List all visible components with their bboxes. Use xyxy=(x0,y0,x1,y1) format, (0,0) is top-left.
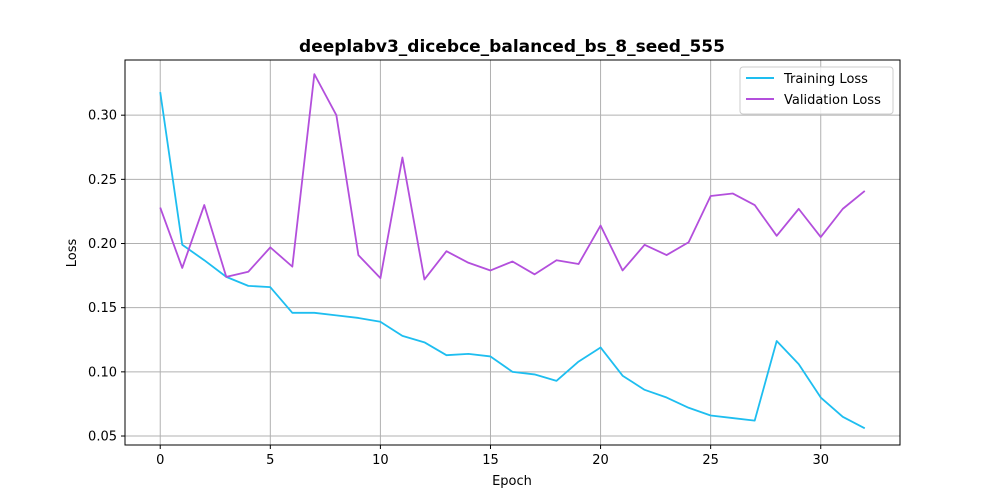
y-tick-label: 0.05 xyxy=(88,430,117,445)
y-tick-label: 0.25 xyxy=(88,173,117,188)
y-tick-label: 0.15 xyxy=(88,301,117,316)
x-tick-label: 10 xyxy=(372,453,389,468)
x-tick-label: 0 xyxy=(156,453,164,468)
x-tick-label: 5 xyxy=(266,453,274,468)
series-lines xyxy=(159,73,866,430)
legend: Training Loss Validation Loss xyxy=(739,66,894,115)
legend-box xyxy=(739,66,894,115)
legend-label-validation-loss: Validation Loss xyxy=(784,93,881,108)
y-ticks: 0.05 0.10 0.15 0.20 0.25 0.30 xyxy=(88,109,125,445)
x-tick-label: 30 xyxy=(812,453,829,468)
series-line-validation-loss xyxy=(159,73,866,281)
plot-frame xyxy=(124,59,901,446)
legend-label-training-loss: Training Loss xyxy=(783,72,868,87)
series-line-training-loss xyxy=(159,91,866,430)
y-tick-label: 0.10 xyxy=(88,365,117,380)
y-tick-label: 0.30 xyxy=(88,109,117,124)
x-tick-label: 20 xyxy=(592,453,609,468)
x-ticks: 0 5 10 15 20 25 30 xyxy=(156,445,829,468)
chart-title: deeplabv3_dicebce_balanced_bs_8_seed_555 xyxy=(299,37,725,57)
x-tick-label: 25 xyxy=(702,453,719,468)
y-axis-label: Loss xyxy=(65,239,80,268)
grid xyxy=(125,60,900,445)
y-tick-label: 0.20 xyxy=(88,237,117,252)
x-tick-label: 15 xyxy=(482,453,499,468)
x-axis-label: Epoch xyxy=(492,474,532,489)
